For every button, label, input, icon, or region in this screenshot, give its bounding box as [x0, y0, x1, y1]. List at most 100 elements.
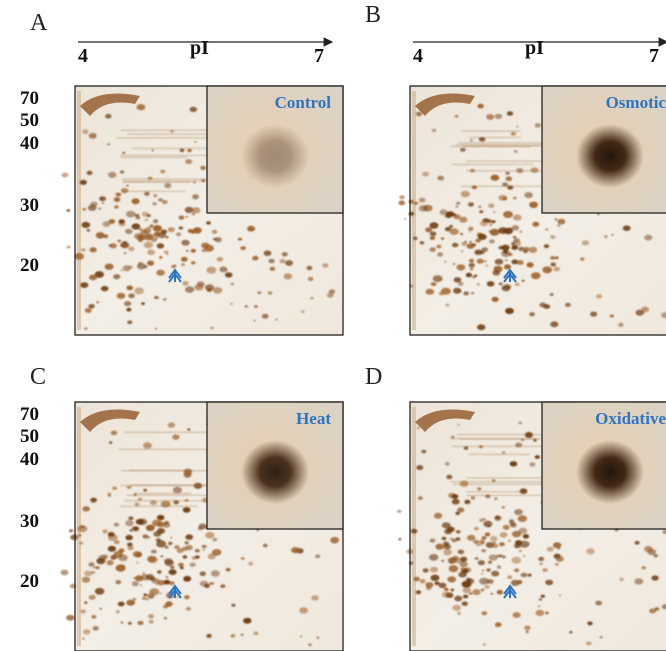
- gel-spot: [443, 260, 447, 263]
- gel-spot: [529, 462, 536, 467]
- gel-spot: [553, 266, 561, 272]
- gel-spot: [455, 205, 459, 208]
- gel-spot: [167, 227, 175, 233]
- gel-spot: [435, 543, 444, 550]
- gel-spot: [511, 259, 519, 265]
- gel-spot: [501, 506, 505, 509]
- gel-spot: [634, 578, 644, 585]
- panel: D Oxidative: [365, 364, 666, 651]
- gel-spot: [523, 246, 530, 252]
- pi-max: 7: [314, 45, 324, 67]
- gel-spot: [120, 564, 125, 568]
- gel-spot: [492, 211, 496, 214]
- gel-spot: [476, 258, 484, 264]
- gel-spot: [114, 205, 119, 209]
- gel-spot: [185, 286, 195, 293]
- gel-spot: [88, 562, 95, 567]
- gel-spot: [511, 225, 519, 231]
- gel-spot: [496, 565, 502, 569]
- gel-spot: [156, 514, 165, 521]
- gel-spot: [467, 534, 476, 541]
- gel-spot: [95, 566, 100, 570]
- gel-spot: [307, 277, 314, 281]
- gel-spot: [478, 205, 482, 208]
- gel-spot: [330, 537, 340, 544]
- gel-spot: [487, 525, 491, 528]
- inset-border: [541, 85, 666, 214]
- gel-spot: [419, 579, 426, 584]
- gel-spot: [115, 192, 122, 197]
- gel-spot: [473, 539, 479, 544]
- gel-spot: [283, 273, 293, 280]
- gel-spot: [599, 636, 603, 639]
- gel-spot: [440, 237, 445, 240]
- gel-spot: [163, 298, 167, 301]
- gel-spot: [490, 536, 498, 542]
- gel-spot: [510, 131, 517, 136]
- gel-spot: [143, 442, 152, 449]
- gel-spot: [230, 282, 235, 286]
- gel-spot: [471, 292, 475, 295]
- gel-spot: [185, 159, 193, 165]
- gel-spot: [661, 312, 666, 319]
- gel-spot: [179, 566, 184, 570]
- gel-spot: [539, 302, 547, 308]
- gel-spot: [418, 197, 426, 203]
- gel-spot: [120, 170, 125, 174]
- gel-spot: [518, 550, 522, 552]
- panel-letter: D: [365, 364, 382, 390]
- gel-spot: [275, 318, 278, 321]
- gel-spot: [108, 219, 116, 224]
- gel-spot: [481, 611, 488, 616]
- gel-spot: [80, 609, 86, 614]
- gel-spot: [513, 214, 522, 221]
- gel-spot: [147, 614, 155, 619]
- gel-spot: [191, 556, 197, 560]
- gel-spot: [474, 526, 479, 531]
- gel-spot: [537, 605, 541, 608]
- gel-spot: [533, 439, 537, 442]
- gel-spot: [463, 291, 470, 296]
- gel-spot: [429, 222, 439, 229]
- gel-spot: [66, 614, 75, 621]
- gel-spot: [421, 449, 427, 454]
- gel-spot: [425, 288, 435, 295]
- gel-spot: [481, 536, 487, 540]
- gel-spot: [205, 531, 215, 539]
- gel-spot: [661, 604, 666, 610]
- gel-spot: [124, 301, 132, 307]
- gel-spot: [243, 617, 252, 624]
- gel-spot: [514, 150, 518, 153]
- gel-spot: [550, 262, 557, 267]
- gel-spot: [187, 428, 191, 431]
- gel-spot: [443, 549, 452, 556]
- gel-spot: [545, 611, 549, 615]
- gel-spot: [491, 570, 500, 577]
- gel-spot: [158, 198, 163, 202]
- gel-spot: [190, 261, 196, 265]
- gel-spot: [210, 570, 220, 577]
- gel-spot: [554, 218, 558, 221]
- gel-spot: [451, 242, 459, 248]
- gel-spot: [81, 248, 86, 252]
- pi-max: 7: [649, 45, 659, 67]
- gel-spot: [429, 566, 439, 573]
- gel-spot: [653, 554, 658, 558]
- gel-spot: [466, 243, 475, 249]
- gel-spot: [498, 282, 503, 286]
- gel-spot: [146, 598, 149, 601]
- gel-spot: [464, 499, 471, 505]
- spot-arrow: [503, 268, 517, 283]
- gel-spot: [509, 519, 514, 523]
- gel-spot: [165, 236, 169, 239]
- gel-spot: [397, 509, 402, 513]
- gel-spot: [176, 548, 184, 554]
- gel-spot: [146, 574, 155, 580]
- gel-spot: [115, 580, 122, 585]
- gel-spot: [461, 601, 468, 606]
- panel-letter: C: [30, 364, 46, 390]
- gel-spot: [117, 239, 122, 243]
- gel-spot: [84, 570, 93, 577]
- gel-spot: [438, 582, 447, 589]
- gel-spot: [253, 631, 259, 636]
